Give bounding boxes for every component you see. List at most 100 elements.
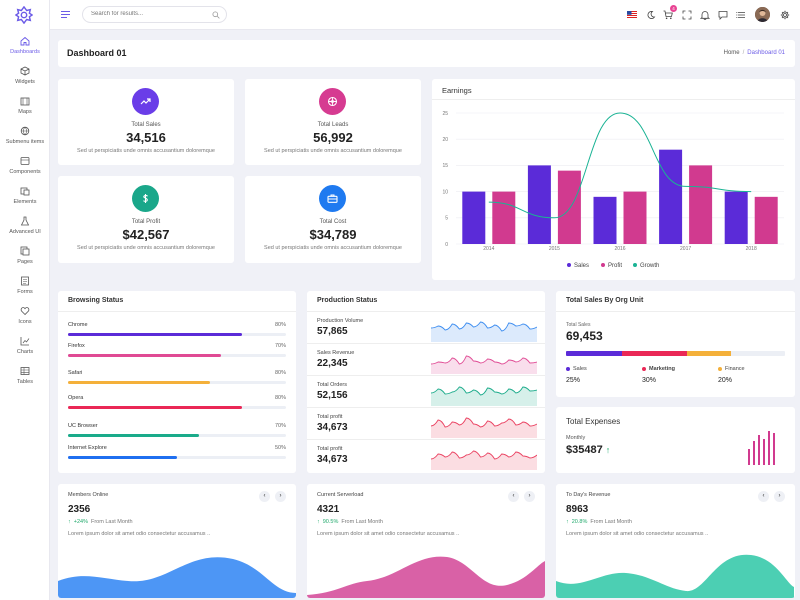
- legend-label: Sales: [574, 263, 589, 269]
- stat-description: Sed ut perspiciatis unde omnis accusanti…: [264, 245, 402, 251]
- next-button[interactable]: ›: [524, 491, 535, 502]
- sidebar-item-label: Submenu items: [5, 139, 45, 145]
- bottom-card-value: 2356: [68, 504, 91, 515]
- sidebar-item-forms[interactable]: Forms: [0, 276, 50, 306]
- stat-title: Total Profit: [131, 219, 161, 225]
- browser-label: Firefox: [68, 343, 85, 349]
- us-flag-icon[interactable]: [627, 11, 637, 18]
- expenses-label: Monthly: [566, 435, 586, 441]
- icons-icon: [20, 307, 30, 316]
- prev-button[interactable]: ‹: [758, 491, 769, 502]
- sidebar-item-tables[interactable]: Tables: [0, 366, 50, 396]
- org-bar-finance: [687, 351, 731, 356]
- sidebar-item-widgets[interactable]: Widgets: [0, 66, 50, 96]
- chevron-left-icon: ‹: [762, 493, 765, 499]
- notification-bell-icon[interactable]: [700, 10, 710, 20]
- bottom-card-title: Current Serverload: [317, 492, 364, 498]
- stat-value: $42,567: [122, 227, 170, 242]
- org-bar-marketing: [622, 351, 687, 356]
- sparkline-line: [431, 321, 537, 332]
- legend-dot: [601, 263, 605, 267]
- prev-button[interactable]: ‹: [508, 491, 519, 502]
- divider: [556, 311, 795, 312]
- sidebar-item-elements[interactable]: Elements: [0, 186, 50, 216]
- org-bar-sales: [566, 351, 622, 356]
- revenue-wave-chart: [556, 554, 794, 598]
- arrow-up-icon: ↑: [317, 519, 320, 525]
- cart-icon[interactable]: [663, 10, 673, 20]
- sidebar-item-submenu[interactable]: Submenu items: [0, 126, 50, 156]
- production-value: 34,673: [317, 422, 348, 433]
- table-icon: [20, 367, 30, 375]
- sidebar-item-label: Advanced UI: [9, 229, 41, 235]
- map-icon: [20, 97, 30, 106]
- widgets-icon: [20, 66, 30, 76]
- bar-sales: [724, 191, 748, 244]
- dot-icon: [642, 366, 646, 371]
- aperture-icon: [327, 96, 338, 107]
- dark-mode-icon[interactable]: [646, 10, 656, 20]
- browser-progress-track: [68, 381, 286, 384]
- production-row: Sales Revenue 22,345: [307, 343, 545, 375]
- menu-toggle-icon[interactable]: [61, 11, 70, 18]
- bottom-card-description: Lorem ipsum dolor sit amet odio consecte…: [68, 531, 211, 537]
- sidebar-item-dashboards[interactable]: Dashboards: [0, 36, 50, 66]
- browser-progress-fill: [68, 333, 242, 336]
- user-avatar[interactable]: [755, 7, 770, 22]
- search-icon[interactable]: [212, 11, 220, 19]
- list-menu-icon[interactable]: [736, 10, 746, 20]
- prev-button[interactable]: ‹: [259, 491, 270, 502]
- globe-icon: [20, 126, 30, 136]
- search-box: [82, 6, 227, 23]
- bottom-card-value: 8963: [566, 504, 589, 515]
- browser-progress-track: [68, 354, 286, 357]
- sidebar-item-label: Widgets: [15, 79, 35, 85]
- sidebar-item-advanced-ui[interactable]: Advanced UI: [0, 216, 50, 246]
- sparkline-area: [431, 387, 537, 406]
- y-tick-label: 10: [442, 189, 448, 195]
- bar-sales: [462, 191, 486, 244]
- production-label: Total Orders: [317, 382, 347, 388]
- expenses-value: $35487 ↑: [566, 444, 611, 456]
- stat-card-total-leads: Total Leads 56,992 Sed ut perspiciatis u…: [245, 79, 421, 165]
- stat-description: Sed ut perspiciatis unde omnis accusanti…: [77, 245, 215, 251]
- revenue-card: To Day's Revenue 8963 ↑ 20.8% From Last Mo…: [556, 484, 795, 598]
- browser-progress-fill: [68, 406, 242, 409]
- bottom-card-title: To Day's Revenue: [566, 492, 611, 498]
- stat-card-total-sales: Total Sales 34,516 Sed ut perspiciatis u…: [58, 79, 234, 165]
- sidebar-item-maps[interactable]: Maps: [0, 96, 50, 126]
- sidebar-item-icons[interactable]: Icons: [0, 306, 50, 336]
- stat-value: 34,516: [126, 130, 166, 145]
- sidebar-item-components[interactable]: Components: [0, 156, 50, 186]
- bar-profit: [689, 165, 713, 244]
- search-input[interactable]: [91, 11, 211, 17]
- production-label: Total profit: [317, 414, 343, 420]
- bottom-card-description: Lorem ipsum dolor sit amet odio consecte…: [566, 531, 709, 537]
- next-button[interactable]: ›: [774, 491, 785, 502]
- chevron-right-icon: ›: [528, 493, 531, 499]
- sidebar-item-pages[interactable]: Pages: [0, 246, 50, 276]
- x-tick-label: 2016: [614, 246, 625, 252]
- forms-icon: [21, 276, 29, 286]
- browser-progress-fill: [68, 354, 221, 357]
- next-button[interactable]: ›: [275, 491, 286, 502]
- arrow-up-icon: ↑: [605, 445, 611, 455]
- chat-icon[interactable]: [718, 10, 728, 20]
- line-growth: [488, 112, 752, 219]
- breadcrumb: Home / Dashboard 01: [724, 50, 785, 56]
- breadcrumb-home[interactable]: Home: [723, 50, 740, 56]
- serverload-card: Current Serverload 4321 ↑ 90.5% From Last …: [307, 484, 545, 598]
- sidebar-item-label: Maps: [18, 109, 32, 115]
- production-value: 34,673: [317, 454, 348, 465]
- fullscreen-icon[interactable]: [682, 10, 692, 20]
- org-legend-sales: Sales: [566, 366, 587, 372]
- settings-gear-icon[interactable]: [780, 10, 790, 20]
- sidebar-item-charts[interactable]: Charts: [0, 336, 50, 366]
- briefcase-icon: [327, 194, 338, 203]
- production-status-card: Production Status Production Volume 57,8…: [307, 291, 545, 473]
- y-tick-label: 15: [442, 163, 448, 169]
- legend-label: Profit: [608, 263, 622, 269]
- logo-icon[interactable]: [15, 6, 33, 24]
- org-value-marketing: 30%: [642, 377, 657, 384]
- browser-label: UC Browser: [68, 423, 98, 429]
